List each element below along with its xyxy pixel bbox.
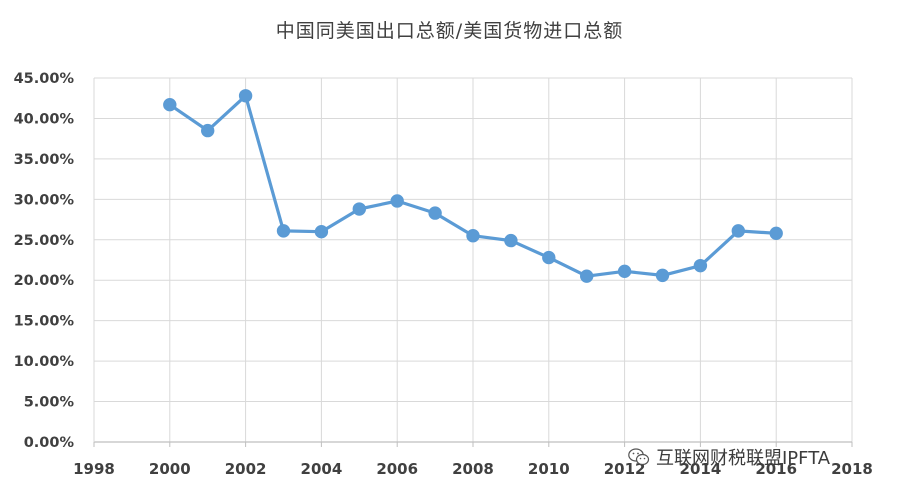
data-point	[314, 224, 329, 239]
wechat-icon	[628, 448, 650, 466]
x-tick-label: 2004	[301, 460, 343, 478]
x-tick-label: 2008	[452, 460, 494, 478]
data-point	[655, 268, 670, 283]
y-tick-label: 10.00%	[14, 354, 75, 370]
data-point	[693, 258, 708, 273]
y-tick-label: 30.00%	[14, 192, 75, 208]
data-point	[769, 226, 783, 241]
x-tick-label: 2006	[376, 460, 418, 478]
data-point	[238, 89, 253, 103]
chart-title: 中国同美国出口总额/美国货物进口总额	[275, 20, 624, 42]
x-tick-label: 1998	[73, 460, 115, 478]
data-point	[428, 206, 442, 220]
y-tick-label: 35.00%	[14, 152, 75, 168]
data-point	[390, 194, 404, 208]
data-point	[352, 202, 366, 216]
watermark: 互联网财税联盟IPFTA	[628, 444, 830, 470]
x-tick-label: 2002	[225, 460, 267, 478]
x-tick-label: 2016	[755, 460, 797, 478]
y-tick-label: 15.00%	[14, 314, 75, 330]
y-tick-label: 20.00%	[14, 273, 75, 289]
data-point	[201, 123, 215, 138]
y-tick-label: 5.00%	[24, 395, 75, 411]
x-tick-label: 2000	[149, 460, 191, 478]
x-tick-label: 2010	[528, 460, 570, 478]
data-point	[504, 233, 518, 248]
series-group	[163, 89, 783, 283]
x-tick-labels: 1998 2000 2002 2004 2006 2008 2010 2012 2014 2016…	[73, 460, 873, 478]
x-tick-label: 2012	[604, 460, 646, 478]
watermark-text: 互联网财税联盟IPFTA	[656, 448, 831, 469]
y-tick-label: 0.00%	[24, 435, 75, 451]
y-tick-label: 25.00%	[14, 233, 75, 249]
x-tick-label: 2018	[831, 460, 873, 478]
x-tick-label: 2014	[680, 460, 722, 478]
data-point	[731, 224, 745, 238]
data-point	[617, 264, 632, 279]
y-tick-labels: 0.00% 5.00% 10.00% 15.00% 20.00% 25.00% 30.00%…	[14, 71, 75, 451]
data-point	[542, 250, 556, 265]
data-point	[163, 97, 177, 112]
data-point	[276, 224, 291, 238]
y-tick-label: 45.00%	[14, 71, 75, 87]
data-point	[466, 229, 480, 243]
y-tick-label: 40.00%	[14, 111, 75, 127]
axes	[93, 78, 853, 447]
data-point	[580, 269, 594, 283]
